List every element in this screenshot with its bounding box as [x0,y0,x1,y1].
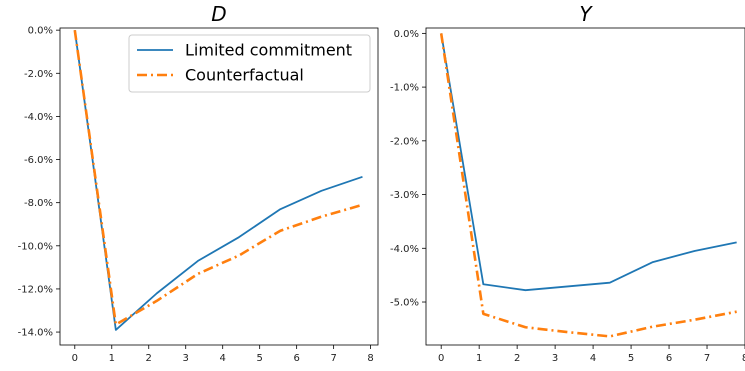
y-tick-label: -2.0% [390,136,419,147]
y-tick-label: -10.0% [18,241,53,252]
y-tick-label: -8.0% [24,198,53,209]
x-tick-label: 6 [666,353,672,364]
y-tick-label: 0.0% [28,26,53,37]
x-tick-label: 5 [628,353,634,364]
y-tick-label: -4.0% [390,244,419,255]
x-tick-label: 3 [552,353,558,364]
x-tick-label: 0 [438,353,444,364]
x-tick-label: 7 [704,353,710,364]
x-tick-label: 5 [256,353,262,364]
x-tick-label: 1 [476,353,482,364]
y-tick-label: -2.0% [24,69,53,80]
y-tick-label: -1.0% [390,83,419,94]
y-tick-label: -12.0% [18,284,53,295]
panel-title: Y [579,2,593,26]
y-tick-label: 0.0% [394,29,419,40]
x-tick-label: 4 [590,353,596,364]
legend-label: Counterfactual [185,66,304,85]
y-tick-label: -14.0% [18,328,53,339]
x-tick-label: 2 [146,353,152,364]
axes-frame [426,28,745,345]
x-tick-label: 8 [367,353,373,364]
series-line-counterfactual [441,33,736,336]
y-tick-label: -4.0% [24,112,53,123]
x-tick-label: 4 [220,353,226,364]
legend: Limited commitment Counterfactual [129,35,370,92]
x-tick-label: 3 [183,353,189,364]
x-tick-label: 6 [293,353,299,364]
x-tick-label: 1 [109,353,115,364]
series-line-limited-commitment [441,33,736,290]
y-tick-label: -3.0% [390,190,419,201]
x-tick-label: 0 [72,353,78,364]
y-tick-label: -6.0% [24,155,53,166]
x-tick-label: 2 [514,353,520,364]
chart-panel-d: D 0.0% -2.0% -4.0% -6.0% -8.0% -10.0% -12.0% -14… [18,2,378,364]
x-tick-label: 7 [330,353,336,364]
panel-title: D [211,2,226,26]
legend-label: Limited commitment [185,41,352,60]
y-tick-label: -5.0% [390,298,419,309]
